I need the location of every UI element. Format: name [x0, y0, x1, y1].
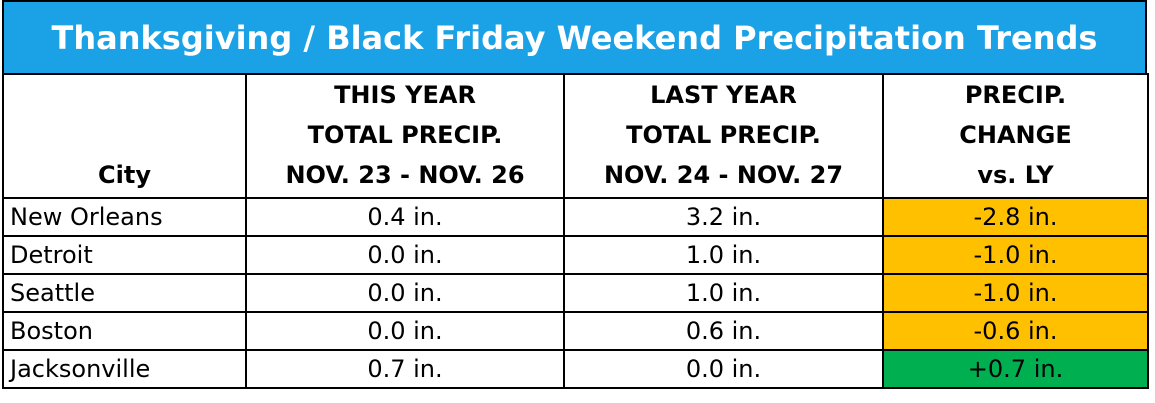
table-row: Jacksonville 0.7 in. 0.0 in. +0.7 in. — [2, 349, 1149, 389]
last-year-cell: 0.6 in. — [563, 311, 884, 351]
header-line: vs. LY — [977, 161, 1054, 189]
header-line: TOTAL PRECIP. — [626, 121, 821, 149]
header-row: City THIS YEAR TOTAL PRECIP. NOV. 23 - NOV.… — [2, 73, 1149, 199]
this-year-cell: 0.0 in. — [245, 235, 565, 275]
header-cell: PRECIP. CHANGE vs. LY — [882, 73, 1149, 199]
this-year-cell: 0.0 in. — [245, 273, 565, 313]
change-cell: -1.0 in. — [882, 235, 1149, 275]
last-year-cell: 1.0 in. — [563, 235, 884, 275]
header-line: City — [98, 161, 151, 189]
last-year-cell: 3.2 in. — [563, 197, 884, 237]
header-line: CHANGE — [959, 121, 1072, 149]
this-year-cell: 0.4 in. — [245, 197, 565, 237]
change-cell: +0.7 in. — [882, 349, 1149, 389]
title: Thanksgiving / Black Friday Weekend Prec… — [2, 0, 1147, 73]
header-cell: THIS YEAR TOTAL PRECIP. NOV. 23 - NOV. 26 — [245, 73, 565, 199]
table: City THIS YEAR TOTAL PRECIP. NOV. 23 - NOV.… — [2, 73, 1149, 389]
table-row: Detroit 0.0 in. 1.0 in. -1.0 in. — [2, 235, 1149, 275]
header-line: PRECIP. — [964, 81, 1067, 109]
table-row: Boston 0.0 in. 0.6 in. -0.6 in. — [2, 311, 1149, 351]
sheet: Thanksgiving / Black Friday Weekend Prec… — [2, 0, 1149, 389]
header-cell: City — [2, 73, 247, 199]
city-cell: Boston — [2, 311, 247, 351]
header-line: TOTAL PRECIP. — [307, 121, 503, 149]
table-body: New Orleans 0.4 in. 3.2 in. -2.8 in. Detroit… — [2, 197, 1149, 389]
this-year-cell: 0.7 in. — [245, 349, 565, 389]
table-row: New Orleans 0.4 in. 3.2 in. -2.8 in. — [2, 197, 1149, 237]
table-row: Seattle 0.0 in. 1.0 in. -1.0 in. — [2, 273, 1149, 313]
this-year-cell: 0.0 in. — [245, 311, 565, 351]
city-cell: Seattle — [2, 273, 247, 313]
last-year-cell: 0.0 in. — [563, 349, 884, 389]
header-line: NOV. 24 - NOV. 27 — [603, 161, 844, 189]
city-cell: New Orleans — [2, 197, 247, 237]
city-cell: Detroit — [2, 235, 247, 275]
header-line: NOV. 23 - NOV. 26 — [285, 161, 525, 189]
change-cell: -0.6 in. — [882, 311, 1149, 351]
change-cell: -1.0 in. — [882, 273, 1149, 313]
header-line: LAST YEAR — [650, 81, 797, 109]
city-cell: Jacksonville — [2, 349, 247, 389]
header-cell: LAST YEAR TOTAL PRECIP. NOV. 24 - NOV. 27 — [563, 73, 884, 199]
header-line: THIS YEAR — [334, 81, 476, 109]
change-cell: -2.8 in. — [882, 197, 1149, 237]
last-year-cell: 1.0 in. — [563, 273, 884, 313]
